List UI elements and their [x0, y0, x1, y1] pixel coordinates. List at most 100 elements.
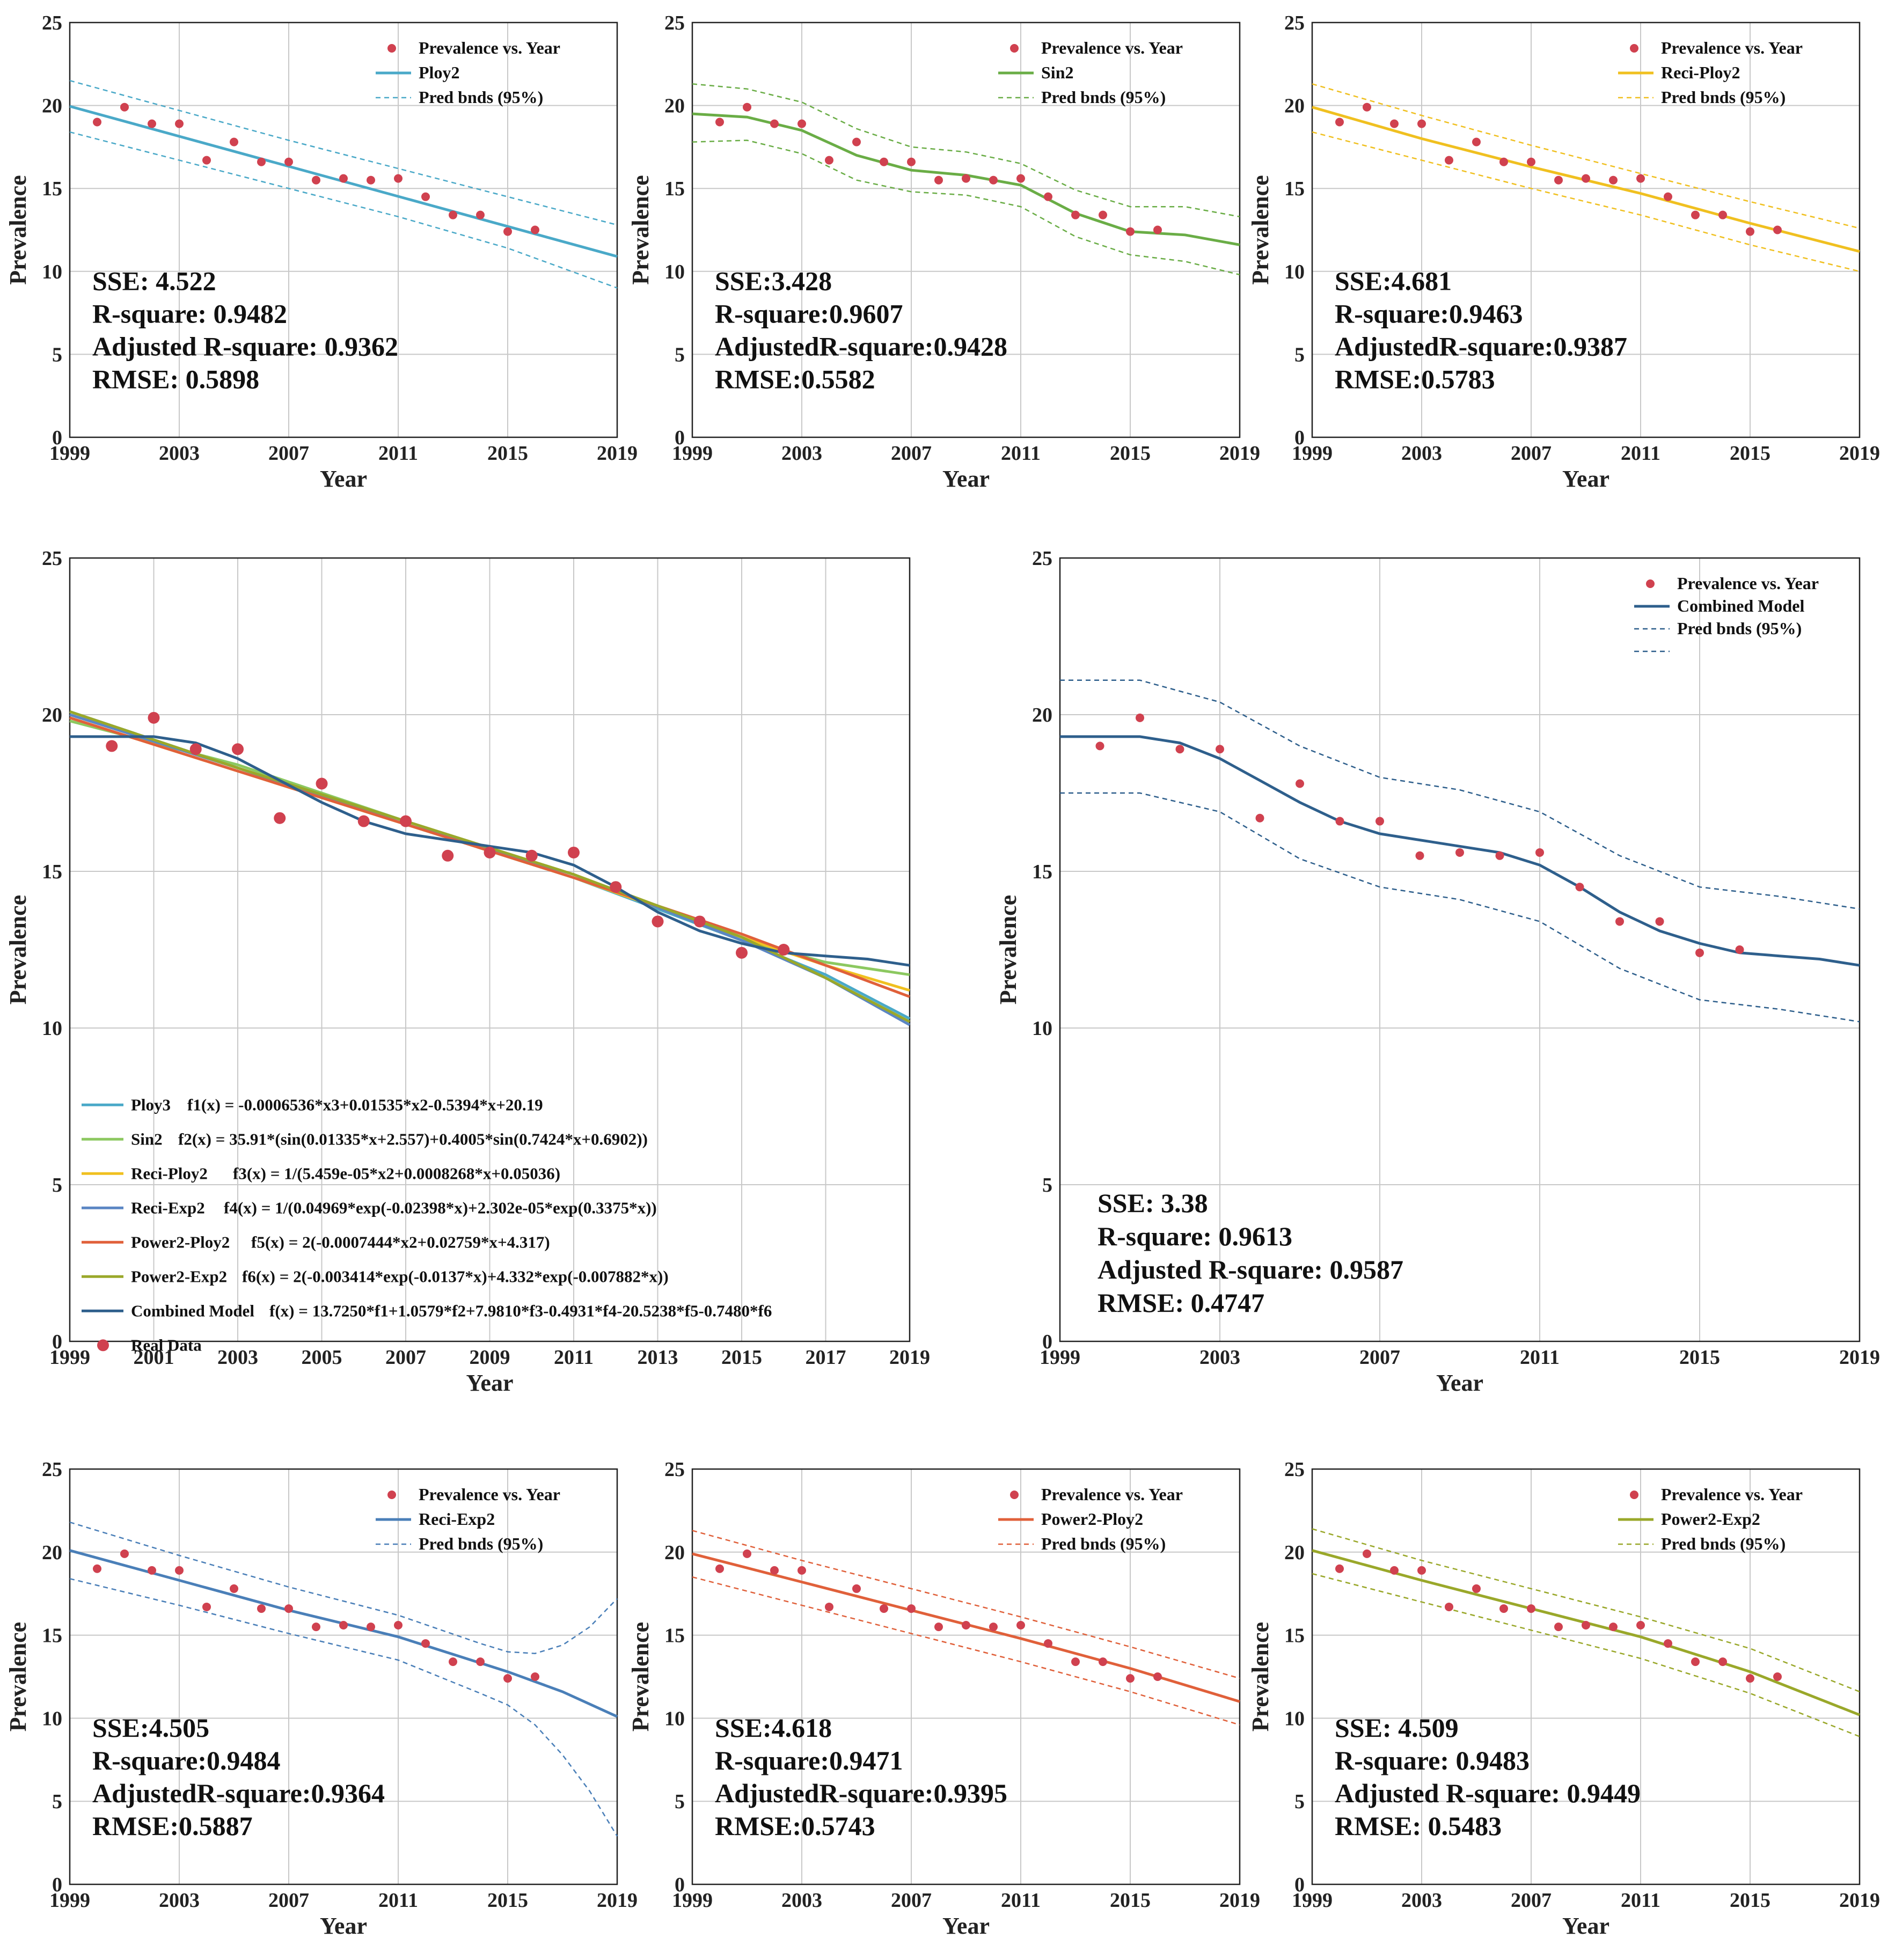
data-point	[202, 156, 211, 165]
y-tick-label: 10	[42, 1017, 62, 1040]
stat-text: RMSE: 0.5483	[1335, 1811, 1502, 1841]
stat-text: R-square: 0.9483	[1335, 1745, 1530, 1775]
y-tick-label: 10	[1284, 1707, 1305, 1730]
stat-text: R-square: 0.9482	[92, 299, 287, 329]
axes-frame	[691, 21, 1241, 438]
legend-label: Power2-Exp2	[1661, 1509, 1760, 1529]
data-point	[1499, 1604, 1508, 1613]
legend-marker	[1010, 44, 1019, 53]
y-axis-label: Prevalence	[5, 175, 31, 284]
data-point	[1126, 227, 1135, 236]
stat-text: Adjusted R-square: 0.9587	[1098, 1254, 1403, 1284]
y-tick-label: 10	[1032, 1017, 1052, 1040]
data-point	[1255, 813, 1264, 823]
data-point	[1615, 917, 1624, 926]
axes-frame	[69, 1468, 618, 1885]
y-tick-label: 20	[1284, 1541, 1305, 1564]
upper-bound-line	[692, 83, 1240, 218]
data-point	[1636, 174, 1645, 183]
lower-bound-line	[692, 140, 1240, 276]
x-tick-label: 1999	[1292, 442, 1333, 465]
data-point	[339, 1621, 348, 1630]
stat-text: RMSE:0.5743	[715, 1811, 875, 1841]
x-tick-label: 2007	[1359, 1346, 1400, 1369]
data-point	[907, 1604, 916, 1613]
y-tick-label: 5	[1294, 343, 1305, 366]
y-tick-label: 20	[664, 95, 685, 118]
data-point	[257, 1604, 266, 1613]
y-tick-label: 25	[1284, 12, 1305, 34]
x-tick-label: 2003	[781, 1889, 822, 1912]
upper-bound-line	[692, 1530, 1240, 1679]
data-point	[1044, 1639, 1052, 1648]
series-line	[69, 716, 910, 998]
stat-text: SSE:3.428	[715, 266, 832, 296]
data-point	[1153, 1672, 1162, 1681]
chart-p6: 1999 2003 2007 2011 2015 2019 0 5 10 15 20 25 Year Pr…	[5, 1458, 638, 1939]
data-point	[693, 915, 706, 928]
stat-text: RMSE:0.5783	[1335, 364, 1495, 394]
data-point	[1095, 742, 1104, 751]
legend-label: Pred bnds (95%)	[1677, 619, 1802, 638]
y-tick-label: 25	[664, 1458, 685, 1481]
data-point	[715, 118, 724, 127]
data-point	[1071, 210, 1080, 219]
y-tick-label: 0	[675, 1874, 685, 1896]
stat-text: R-square: 0.9613	[1098, 1221, 1292, 1251]
data-point	[1335, 1564, 1344, 1573]
y-tick-label: 5	[675, 343, 685, 366]
y-tick-label: 20	[42, 95, 62, 118]
y-tick-label: 20	[1032, 704, 1052, 726]
y-tick-label: 15	[42, 1625, 62, 1647]
stat-text: Adjusted R-square: 0.9362	[92, 332, 398, 362]
chart-p4: 1999 2001 2003 2005 2007 2009 2011 2013 2015 2017…	[5, 547, 930, 1396]
legend-label: Prevalence vs. Year	[1677, 574, 1819, 593]
axes-frame	[1311, 21, 1861, 438]
x-tick-label: 1999	[49, 1346, 90, 1369]
data-point	[610, 881, 622, 893]
x-tick-label: 2009	[470, 1346, 510, 1369]
data-point	[367, 175, 375, 185]
x-tick-label: 2015	[487, 442, 528, 465]
x-tick-label: 1999	[672, 1889, 713, 1912]
data-point	[421, 1639, 430, 1648]
x-tick-label: 2011	[1621, 442, 1660, 465]
x-tick-label: 2019	[597, 1889, 638, 1912]
data-point	[797, 1566, 806, 1575]
legend-label: Reci-Ploy2	[1661, 63, 1740, 82]
data-point	[1575, 883, 1584, 892]
data-point	[736, 946, 748, 959]
y-tick-label: 25	[1032, 547, 1052, 570]
x-tick-label: 2003	[1401, 1889, 1442, 1912]
x-tick-label: 2019	[1839, 1346, 1880, 1369]
legend-label: Prevalence vs. Year	[1041, 1485, 1183, 1504]
axes-frame	[69, 557, 911, 1342]
legend-marker	[1630, 1491, 1638, 1499]
stat-text: AdjustedR-square:0.9428	[715, 332, 1007, 362]
stat-text: AdjustedR-square:0.9387	[1335, 332, 1627, 362]
data-point	[1691, 1657, 1700, 1667]
y-tick-label: 10	[664, 261, 685, 283]
data-point	[230, 1584, 238, 1593]
legend-marker	[97, 1339, 109, 1352]
data-point	[1535, 848, 1544, 857]
stat-text: RMSE:0.5582	[715, 364, 875, 394]
axes-frame	[69, 21, 618, 438]
data-point	[1016, 174, 1025, 183]
y-tick-label: 0	[1042, 1331, 1052, 1353]
axes-frame	[691, 1468, 1241, 1885]
x-tick-label: 2015	[1730, 1889, 1770, 1912]
series-line	[70, 735, 910, 967]
legend-label: Combined Model	[1677, 596, 1804, 615]
data-point	[1016, 1621, 1025, 1630]
x-tick-label: 2013	[638, 1346, 678, 1369]
legend-label: Reci-Ploy2	[131, 1164, 208, 1183]
lower-bound-line	[1312, 131, 1860, 273]
x-axis-label: Year	[942, 1913, 990, 1939]
legend-label: Prevalence vs. Year	[1661, 1485, 1803, 1504]
data-point	[1445, 156, 1453, 165]
data-point	[525, 849, 538, 862]
data-point	[503, 227, 512, 236]
axes-frame	[1311, 1468, 1861, 1885]
legend-label: Combined Model	[131, 1301, 254, 1320]
